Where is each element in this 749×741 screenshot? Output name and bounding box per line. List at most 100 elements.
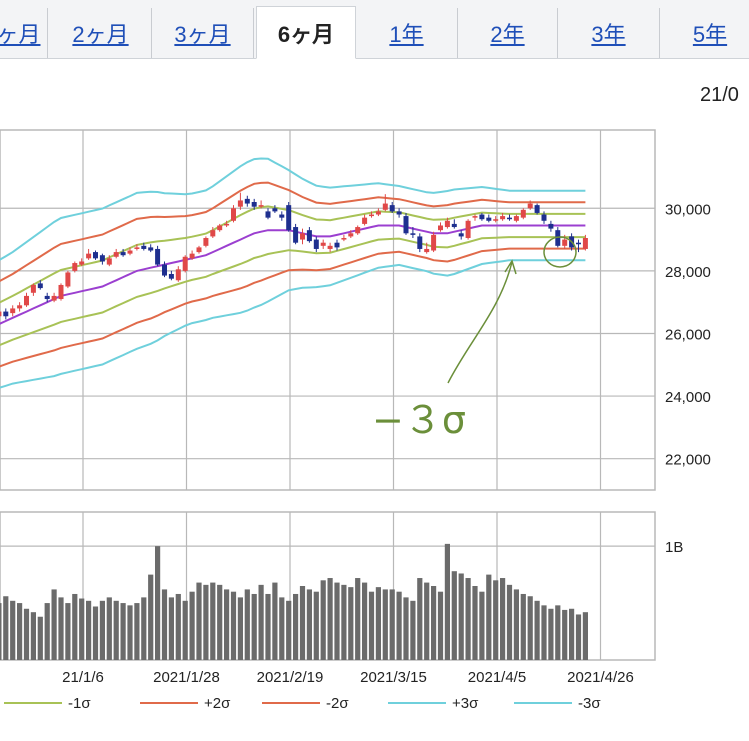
candle-body — [99, 255, 105, 262]
volume-bar — [134, 603, 140, 660]
tab-1-year[interactable]: 1年 — [356, 8, 458, 58]
band-plus-2-sigma — [0, 181, 586, 283]
tab-2-years[interactable]: 2年 — [458, 8, 558, 58]
candle-body — [424, 248, 430, 253]
candle-body — [30, 284, 36, 293]
tab-3-months[interactable]: 3ヶ月 — [152, 8, 254, 58]
volume-bar — [99, 600, 105, 660]
volume-bar — [458, 573, 464, 660]
volume-bar — [161, 589, 168, 660]
sigma-annotation: −３σ — [372, 236, 577, 442]
band-plus-3-sigma — [0, 157, 586, 261]
volume-bar — [51, 589, 57, 660]
candle-body — [534, 205, 540, 213]
tab-6-months[interactable]: 6ヶ月 — [256, 6, 356, 59]
volume-bar — [23, 608, 30, 660]
candle-body — [382, 203, 388, 210]
candle-body — [72, 263, 78, 271]
candle-body — [65, 272, 71, 287]
candle-body — [451, 223, 457, 228]
tab-1-month[interactable]: ヶ月 — [0, 8, 48, 58]
volume-bar — [196, 582, 202, 660]
candle-body — [24, 295, 29, 306]
x-tick-label: 2021/4/5 — [468, 669, 526, 686]
legend-label: +2σ — [204, 695, 231, 712]
candle-body — [403, 216, 409, 234]
volume-bar — [396, 591, 402, 660]
candle-body — [313, 239, 319, 249]
candle-body — [306, 230, 312, 242]
band-minus-2-sigma — [0, 247, 586, 368]
price-panel: 22,000 24,000 26,000 28,000 30,000 — [0, 129, 711, 491]
volume-panel: 1B 21/1/6 2021/1/28 2021/2/19 2021/3/15 2021/… — [0, 511, 683, 686]
candle-body — [244, 198, 250, 204]
volume-bar — [437, 591, 444, 660]
candle-body — [444, 220, 450, 228]
volume-bar — [148, 574, 154, 660]
candle-body — [237, 200, 243, 207]
price-plot-frame — [0, 129, 656, 491]
candle-body — [148, 247, 154, 251]
volume-bar — [334, 582, 340, 660]
volume-bar — [444, 543, 450, 660]
candle-body — [175, 269, 181, 281]
volume-bar — [0, 603, 2, 660]
band-minus-3-sigma — [0, 259, 586, 389]
y-tick-label: 26,000 — [665, 326, 711, 343]
candle-body — [431, 234, 437, 251]
candle-body — [168, 274, 174, 279]
candle-body — [10, 308, 16, 314]
candle-body — [196, 247, 202, 253]
volume-bar — [210, 582, 216, 660]
volume-bar — [92, 606, 99, 660]
candle-body — [182, 256, 188, 271]
volume-bar — [410, 600, 416, 660]
date-label: 21/0 — [700, 84, 739, 106]
volume-bar — [258, 584, 264, 660]
volume-bar — [230, 591, 237, 660]
volume-bar — [355, 578, 361, 660]
candle-body — [0, 311, 2, 317]
volume-bar — [65, 603, 71, 660]
volume-bar — [382, 589, 388, 660]
tab-3-years[interactable]: 3年 — [558, 8, 660, 58]
candle-body — [327, 245, 333, 249]
candle-body — [162, 264, 167, 276]
annotation-circle — [543, 236, 577, 268]
candle-body — [582, 238, 588, 249]
volume-bar — [44, 603, 50, 660]
candle-body — [396, 211, 402, 215]
volume-bar — [3, 596, 9, 660]
candle-body — [555, 230, 561, 246]
annotation-arrow-head — [504, 259, 517, 275]
candle-body — [120, 252, 126, 256]
candle-body — [541, 214, 547, 221]
volume-bar — [320, 580, 326, 660]
period-tab-bar: ヶ月 2ヶ月 3ヶ月 6ヶ月 1年 2年 3年 5年 — [0, 0, 749, 59]
legend-label: -2σ — [326, 695, 349, 712]
candle-body — [548, 223, 554, 229]
candle-body — [417, 236, 423, 249]
volume-bar — [513, 589, 519, 660]
candle-body — [527, 203, 533, 209]
volume-bar — [299, 586, 306, 660]
candle-body — [486, 217, 492, 221]
volume-bar — [127, 605, 133, 660]
volume-bar — [10, 600, 16, 660]
candle-body — [58, 284, 64, 300]
candle-body — [141, 245, 147, 249]
volume-bar — [368, 591, 375, 660]
candle-body — [44, 295, 50, 300]
volume-bar — [272, 582, 278, 660]
tab-2-months[interactable]: 2ヶ月 — [50, 8, 152, 58]
volume-bar — [251, 593, 257, 660]
candle-body — [500, 216, 506, 220]
candle-body — [348, 233, 354, 237]
candle-body — [189, 253, 195, 259]
tab-5-years[interactable]: 5年 — [692, 22, 728, 47]
volume-bar — [479, 591, 485, 660]
volume-bar — [237, 597, 243, 660]
candle-body — [258, 205, 264, 207]
candle-body — [362, 217, 368, 224]
volume-bar — [182, 600, 188, 660]
